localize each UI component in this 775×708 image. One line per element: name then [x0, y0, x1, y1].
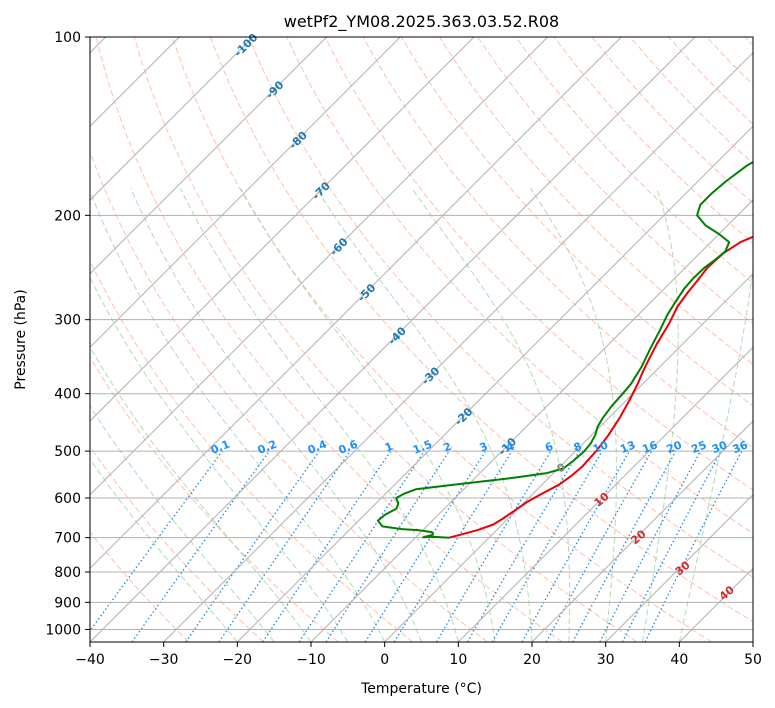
- mixing-ratio-line: [644, 450, 743, 642]
- x-tick-label: 0: [380, 652, 389, 668]
- isotherm-line: [531, 420, 753, 642]
- y-tick-label: 400: [54, 387, 81, 403]
- mixing-ratio-line: [545, 450, 653, 642]
- mixing-ratio-line: [325, 450, 450, 642]
- moist-adiabat-line: [240, 187, 496, 642]
- moist-adiabat-line: [315, 187, 533, 642]
- dry-adiabat-line: [90, 150, 488, 642]
- moist-adiabat-line: [179, 187, 459, 642]
- moist-adiabat-line: [642, 188, 679, 642]
- dry-adiabat-line: [210, 37, 753, 623]
- x-tick-label: −20: [223, 652, 253, 668]
- x-tick-label: 50: [744, 652, 762, 668]
- mixing-ratio-line: [90, 450, 223, 632]
- mixing-ratio-label: 8: [572, 440, 584, 455]
- moist-adiabat-line: [130, 187, 422, 642]
- y-tick-label: 900: [54, 595, 81, 611]
- moist-adiabat-line: [530, 187, 617, 642]
- mixing-ratio-line: [521, 450, 631, 642]
- y-tick-label: 1000: [45, 622, 81, 638]
- mixing-ratio-label: 13: [618, 438, 637, 456]
- x-tick-label: −30: [149, 652, 179, 668]
- x-axis-title: Temperature (°C): [360, 681, 482, 697]
- mixing-ratio-line: [131, 450, 270, 642]
- x-tick-label: −40: [75, 652, 105, 668]
- dry-adiabat-line: [248, 37, 753, 578]
- mixing-ratio-line: [262, 450, 392, 642]
- dry-adiabat-line: [90, 356, 339, 642]
- y-tick-label: 500: [54, 444, 81, 460]
- mixing-ratio-label: 36: [731, 438, 750, 456]
- dry-adiabat-line: [90, 445, 264, 642]
- mixing-ratio-label: 3: [478, 440, 490, 455]
- isotherm-line: [90, 37, 328, 275]
- dry-adiabat-line: [90, 531, 190, 642]
- y-axis-ticks: 100 200 300 400 500 600 700 800 900 1000: [45, 30, 90, 638]
- dry-adiabat-line: [438, 37, 753, 366]
- x-axis-ticks: −40 −30 −20 −10 0 10 20 30 40 50: [75, 642, 762, 668]
- x-tick-label: −10: [296, 652, 326, 668]
- isotherm-line: [90, 37, 622, 570]
- y-tick-label: 100: [54, 30, 81, 46]
- mixing-ratio-line: [572, 450, 677, 642]
- isotherm-line: [90, 37, 401, 349]
- mixing-ratio-line: [298, 450, 425, 642]
- isotherm-line: [457, 346, 753, 642]
- mixing-ratio-label: 1: [383, 440, 395, 455]
- moist-adiabat-line: [90, 345, 312, 642]
- mixing-ratio-line: [185, 450, 320, 642]
- isotherms: [90, 37, 753, 642]
- moist-adiabat-line: [90, 458, 238, 642]
- mixing-ratio-label: 30: [710, 438, 729, 456]
- mixing-ratio-label: 20: [665, 438, 684, 456]
- isotherm-line: [310, 199, 753, 642]
- mixing-ratio-label: 2: [441, 440, 453, 455]
- profile-series: [376, 160, 753, 539]
- y-tick-label: 800: [54, 565, 81, 581]
- isotherm-line: [90, 37, 696, 642]
- y-tick-label: 600: [54, 491, 81, 507]
- dry-adiabat-line: [515, 37, 753, 284]
- mixing-ratio-label: 16: [640, 438, 659, 456]
- pressure-gridlines: [90, 37, 753, 630]
- isotherm-line: [90, 37, 254, 201]
- isotherm-line: [90, 37, 475, 422]
- plot-frame: [89, 36, 754, 643]
- mixing-ratio-line: [218, 450, 351, 642]
- isotherm-line: [163, 51, 753, 642]
- x-tick-label: 40: [670, 652, 688, 668]
- moist-adiabat-line: [678, 265, 753, 642]
- x-tick-label: 10: [449, 652, 467, 668]
- moist-adiabat-line: [90, 405, 275, 642]
- x-tick-label: 30: [597, 652, 615, 668]
- temperature-line: [448, 235, 753, 539]
- moist-adiabat-line: [90, 276, 349, 642]
- y-tick-label: 200: [54, 208, 81, 224]
- y-axis-title: Pressure (hPa): [13, 289, 29, 389]
- moist-adiabat-line: [90, 189, 386, 642]
- moist-adiabats: [90, 187, 753, 642]
- y-tick-label: 700: [54, 531, 81, 547]
- isotherm-line: [90, 37, 549, 496]
- y-tick-label: 300: [54, 313, 81, 329]
- x-tick-label: 20: [523, 652, 541, 668]
- dewpoint-line: [376, 160, 753, 539]
- mixing-ratio-line: [393, 450, 513, 642]
- mixing-ratio-lines: [90, 450, 743, 642]
- mixing-ratio-label: 25: [689, 438, 708, 456]
- mixing-ratio-label: 10: [591, 438, 610, 456]
- isotherm-line: [236, 125, 753, 642]
- chart-title: wetPf2_YM08.2025.363.03.52.R08: [284, 12, 559, 32]
- isotherm-line: [605, 493, 753, 642]
- isotherm-line: [384, 272, 753, 642]
- dry-adiabat-line: [400, 37, 753, 407]
- dry-adiabat-line: [95, 37, 563, 642]
